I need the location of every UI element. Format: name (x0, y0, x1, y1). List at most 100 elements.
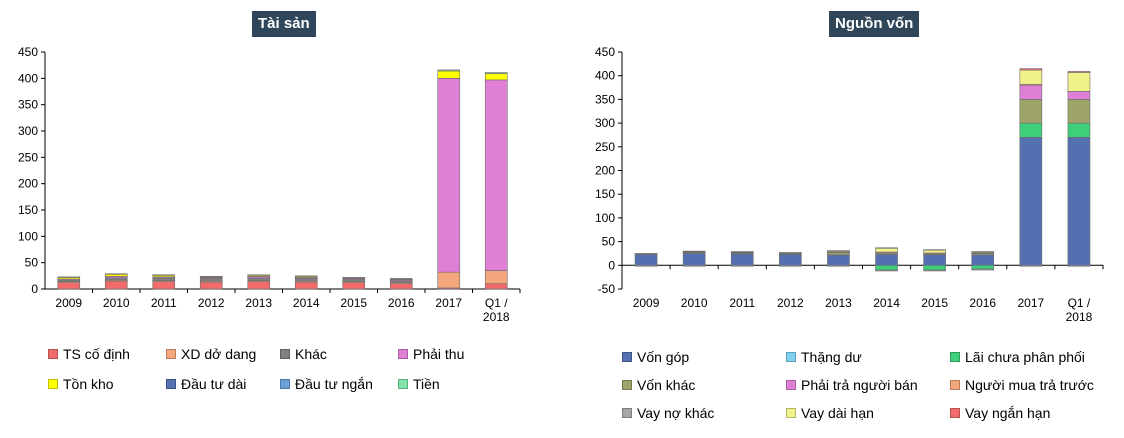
capital-bar-segment (875, 269, 898, 272)
capital-bar-segment (1067, 264, 1091, 267)
asset-legend-swatch (48, 379, 58, 389)
asset-y-tick-label: 250 (18, 150, 38, 164)
capital-legend-label: Người mua trả trước (965, 377, 1094, 393)
capital-legend-item: Vay ngắn hạn (950, 405, 1050, 421)
asset-legend-label: Tiền (413, 376, 440, 392)
asset-bar-segment (152, 274, 176, 276)
capital-bar-segment (875, 254, 898, 266)
capital-legend-label: Vay nợ khác (637, 405, 715, 421)
asset-bar-segment (484, 270, 508, 285)
capital-bar-segment (1067, 91, 1091, 100)
asset-legend-item: Đầu tư dài (166, 376, 246, 392)
capital-legend-swatch (786, 380, 796, 390)
capital-x-tick-label: 2015 (921, 296, 948, 310)
capital-bar-segment (923, 269, 946, 272)
capital-legend-swatch (622, 408, 632, 418)
capital-bar-segment (1067, 71, 1091, 73)
capital-legend-label: Vay dài hạn (801, 405, 874, 421)
asset-legend-item: Đầu tư ngắn (280, 376, 373, 392)
asset-legend-label: Phải thu (413, 346, 465, 362)
capital-bar-segment (682, 250, 706, 252)
asset-legend-label: Tồn kho (63, 376, 114, 392)
asset-bar-segment (342, 277, 366, 279)
asset-legend-swatch (166, 349, 176, 359)
capital-legend-swatch (622, 352, 632, 362)
asset-y-tick-label: 50 (25, 256, 39, 270)
capital-bar-segment (875, 264, 898, 271)
capital-chart: -50 0 50 100 150 200 250 300 350 400 450 2009 2010 20… (595, 45, 1104, 324)
capital-bar-segment (1067, 122, 1091, 138)
capital-bar-segment (1067, 72, 1091, 92)
capital-y-tick-label: 50 (602, 235, 616, 249)
capital-bar-segment (1019, 68, 1043, 71)
capital-bar-segment (923, 249, 946, 254)
asset-bar-segment (104, 280, 128, 290)
capital-bar-segment (634, 264, 658, 267)
asset-bar-segment (199, 281, 223, 290)
capital-bar-segment (923, 249, 946, 251)
asset-legend-swatch (280, 379, 290, 389)
asset-bar-segment (104, 273, 128, 277)
capital-legend-label: Vốn góp (637, 349, 690, 365)
asset-bar-segment (437, 69, 461, 72)
asset-x-tick-label: 2012 (198, 296, 225, 310)
asset-bar-segment (104, 273, 128, 275)
capital-bar-segment (923, 254, 946, 266)
capital-legend-item: Vay dài hạn (786, 405, 874, 421)
asset-y-tick-label: 100 (18, 229, 38, 243)
asset-x-tick-label: 2015 (340, 296, 367, 310)
capital-legend-label: Lãi chưa phân phối (965, 349, 1085, 365)
capital-bar-segment (779, 264, 802, 267)
capital-bar-segment (1019, 264, 1043, 267)
capital-legend-item: Người mua trả trước (950, 377, 1094, 393)
capital-legend-swatch (622, 380, 632, 390)
asset-x-tick-label: 2016 (388, 296, 415, 310)
asset-bar-segment (57, 276, 81, 278)
asset-legend-item: Tiền (398, 376, 440, 392)
asset-bar-segment (484, 73, 508, 81)
asset-x-tick-label: 2009 (55, 296, 82, 310)
capital-x-tick-label: 2013 (825, 296, 852, 310)
asset-legend-swatch (166, 379, 176, 389)
capital-legend-swatch (950, 408, 960, 418)
capital-bar-segment (730, 251, 754, 253)
asset-x-tick-label: 2018 (483, 310, 510, 324)
asset-bar-segment (484, 72, 508, 74)
asset-legend-item: XD dở dang (166, 346, 256, 362)
capital-bar-segment (634, 254, 658, 266)
capital-bar-segment (827, 254, 850, 266)
capital-legend-swatch (950, 352, 960, 362)
capital-legend-label: Vốn khác (637, 377, 696, 393)
capital-y-tick-label: 250 (595, 140, 615, 154)
asset-legend-label: Đầu tư dài (181, 376, 247, 392)
capital-legend-item: Thặng dư (786, 349, 862, 365)
capital-bar-segment (682, 253, 706, 266)
capital-bar-segment (1019, 122, 1043, 138)
capital-bar-segment (1067, 137, 1091, 266)
capital-bar-segment (827, 264, 850, 267)
capital-bar-segment (779, 252, 802, 254)
capital-bar-segment (875, 247, 898, 253)
asset-bar-segment (152, 281, 176, 290)
capital-x-tick-label: 2011 (729, 296, 755, 310)
capital-x-tick-label: 2016 (969, 296, 996, 310)
asset-y-tick-label: 150 (18, 203, 38, 217)
asset-y-tick-label: 200 (18, 177, 38, 191)
capital-x-tick-label: 2014 (873, 296, 900, 310)
capital-bar-segment (1019, 137, 1043, 266)
capital-y-tick-label: 350 (595, 92, 615, 106)
capital-x-tick-label: Q1 / (1068, 296, 1091, 310)
asset-bar-segment (342, 279, 366, 282)
asset-legend-label: TS cố định (63, 346, 130, 362)
capital-bar-segment (971, 268, 995, 271)
asset-bar-segment (389, 280, 413, 283)
asset-bar-segment (437, 70, 461, 79)
capital-x-tick-label: 2018 (1066, 310, 1093, 324)
asset-x-tick-label: 2011 (151, 296, 177, 310)
asset-x-tick-label: 2013 (245, 296, 272, 310)
capital-x-tick-label: 2012 (777, 296, 804, 310)
asset-y-tick-label: 400 (18, 71, 38, 85)
asset-bar-segment (199, 278, 223, 282)
asset-bar-segment (484, 283, 508, 290)
asset-bar-segment (437, 78, 461, 273)
